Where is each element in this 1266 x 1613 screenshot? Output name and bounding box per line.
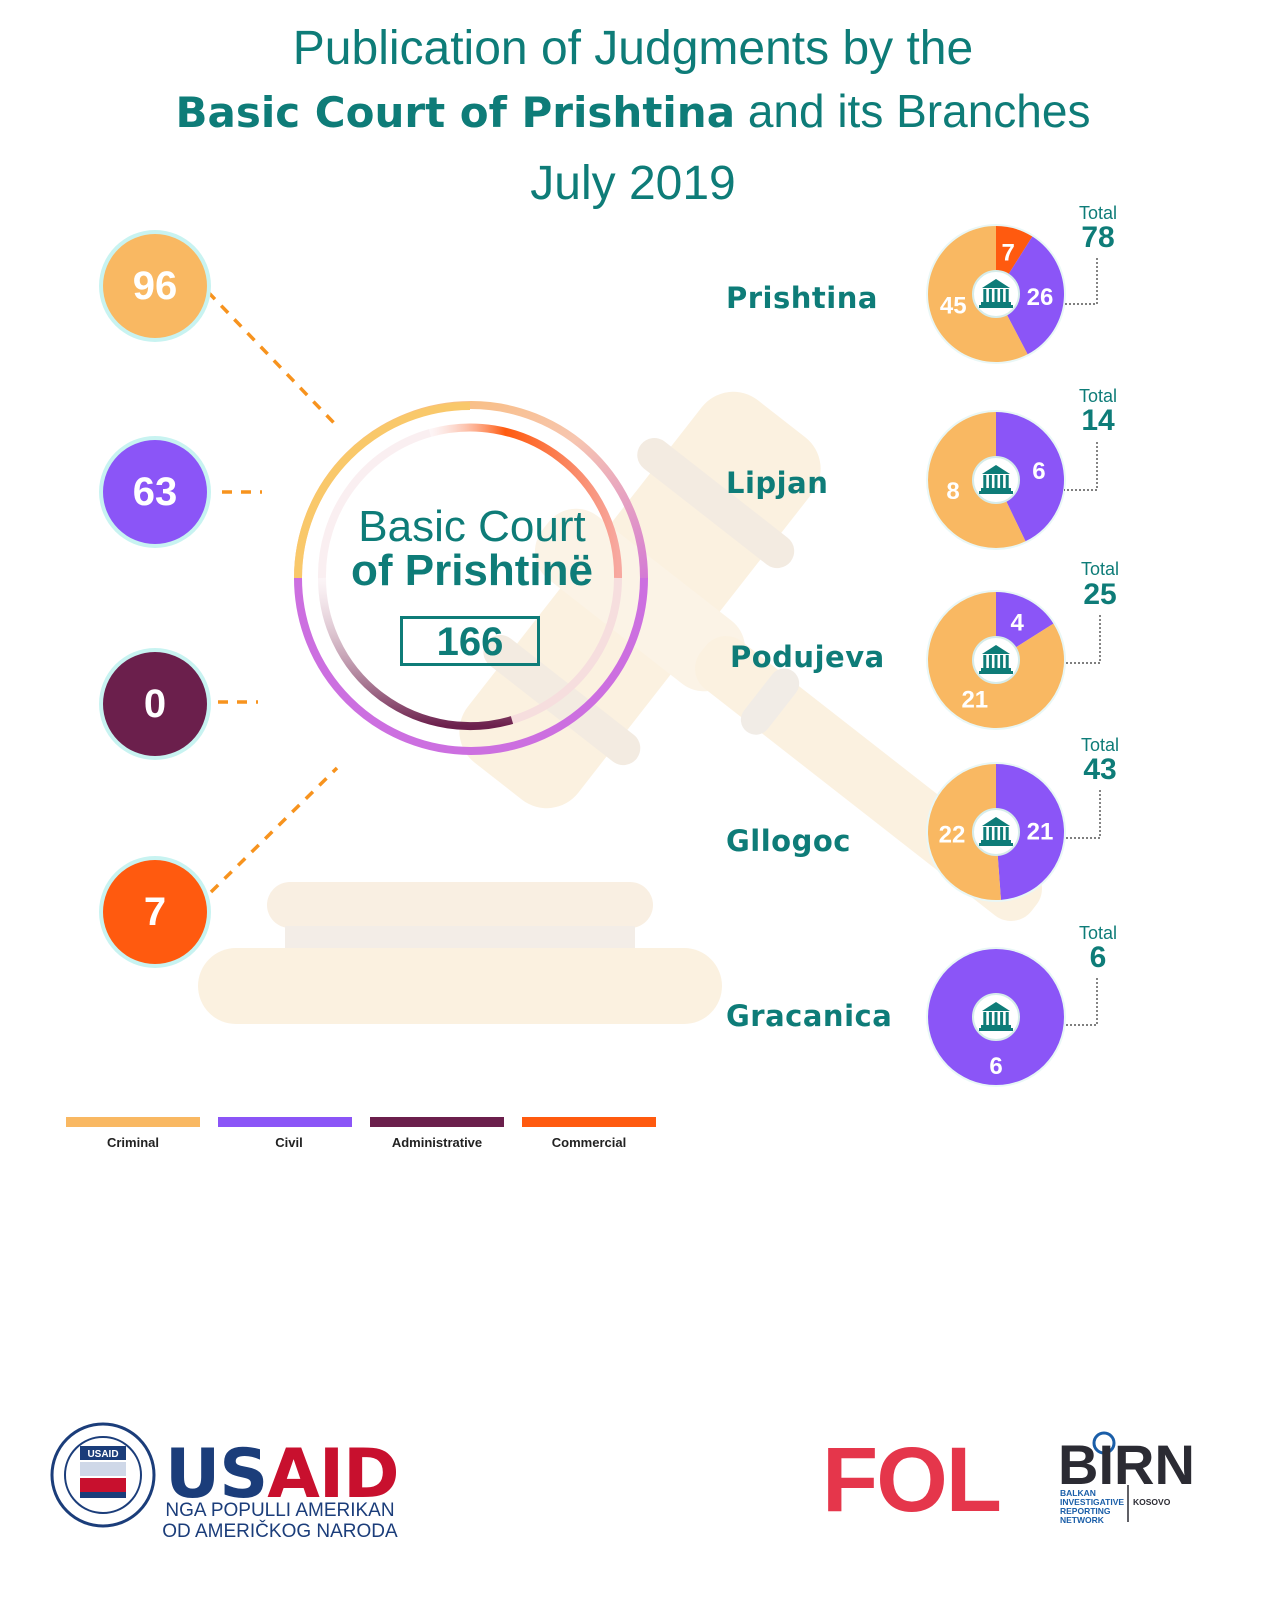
usaid-logo: USAID: [165, 1435, 400, 1514]
title-branches: and its Branches: [747, 85, 1091, 137]
birn-subtitle-1: BALKAN: [1060, 1488, 1096, 1498]
pie-label-gllogoc-criminal: 22: [939, 822, 966, 849]
total-value-podujeva: 25: [1083, 578, 1117, 611]
total-value-lipjan: 14: [1081, 404, 1115, 437]
total-value-gracanica: 6: [1089, 941, 1107, 974]
criminal-total-bubble: 96: [103, 234, 207, 338]
usaid-logo-us: US: [165, 1435, 268, 1514]
branch-name-gracanica: Gracanica: [726, 999, 893, 1033]
total-callouts: [1064, 258, 1101, 1026]
birn-logo: BIRN: [1058, 1433, 1195, 1496]
branch-name-prishtina: Prishtina: [726, 281, 878, 315]
pie-gracanica: 6: [926, 947, 1066, 1087]
legend-label-civil: Civil: [275, 1135, 303, 1150]
legend-label-commercial: Commercial: [551, 1135, 627, 1150]
administrative-total-bubble: 0: [103, 652, 207, 756]
courthouse-icon: [979, 465, 1013, 494]
pie-label-gracanica-civil: 6: [989, 1053, 1002, 1080]
total-callout-lipjan: [1064, 442, 1098, 491]
total-callout-gracanica: [1064, 978, 1098, 1026]
gavel-icon: [198, 391, 1042, 1024]
total-label-gracanica: Total: [1078, 923, 1118, 943]
legend-swatch-administrative: [370, 1117, 504, 1127]
civil-total-bubble: 63: [103, 440, 207, 544]
pie-slice-prishtina-civil: [996, 236, 1064, 355]
courthouse-icon: [979, 279, 1013, 308]
total-label-prishtina: Total: [1078, 203, 1118, 223]
branch-name-podujeva: Podujeva: [730, 640, 885, 674]
pie-lipjan: 68: [926, 410, 1066, 550]
commercial-total-value: 7: [143, 889, 167, 934]
total-label-lipjan: Total: [1078, 386, 1118, 406]
center-label-line-2: of Prishtinë: [350, 546, 594, 595]
courthouse-icon: [979, 1002, 1013, 1031]
birn-region: KOSOVO: [1133, 1497, 1171, 1507]
birn-magnifier-icon: [1092, 1431, 1129, 1522]
usaid-logo-aid: AID: [267, 1435, 399, 1514]
administrative-total-value: 0: [143, 681, 167, 726]
center-total-box: 166: [400, 616, 540, 666]
title-line-2: Basic Court of Prishtina and its Branche…: [0, 80, 1266, 144]
usaid-seal-label: USAID: [87, 1449, 118, 1460]
fol-logo: FOL: [822, 1429, 1002, 1531]
bubble-connectors: [206, 290, 339, 894]
legend-swatch-commercial: [522, 1117, 656, 1127]
total-value-prishtina: 78: [1081, 221, 1115, 254]
birn-subtitle-2: INVESTIGATIVE: [1060, 1497, 1125, 1507]
pie-slice-lipjan-civil: [996, 412, 1064, 542]
civil-total-value: 63: [132, 469, 178, 514]
center-label-line-1: Basic Court: [358, 502, 586, 551]
birn-subtitle-3: REPORTING: [1060, 1506, 1111, 1516]
pie-label-prishtina-criminal: 45: [940, 293, 967, 320]
chart-title: Publication of Judgments by the Basic Co…: [0, 18, 1266, 224]
legend-label-administrative: Administrative: [391, 1135, 483, 1150]
usaid-subtitle-1: NGA POPULLI AMERIKAN: [165, 1500, 395, 1521]
legend-swatch-civil: [218, 1117, 352, 1127]
title-line-1: Publication of Judgments by the: [292, 22, 974, 75]
pie-label-prishtina-commercial: 7: [1002, 240, 1015, 267]
legend-label-criminal: Criminal: [106, 1135, 159, 1150]
inner-ring: [317, 423, 623, 731]
pie-label-podujeva-criminal: 21: [961, 687, 988, 714]
pie-label-gllogoc-civil: 21: [1027, 818, 1054, 845]
pie-podujeva: 4 21: [926, 590, 1066, 730]
pie-label-podujeva-civil: 4: [1011, 609, 1025, 636]
branch-name-lipjan: Lipjan: [726, 466, 829, 500]
criminal-total-value: 96: [132, 263, 178, 308]
outer-ring: [294, 401, 648, 755]
pie-slice-gllogoc-civil: [996, 764, 1065, 900]
title-date: July 2019: [530, 157, 736, 210]
total-callout-podujeva: [1064, 615, 1101, 664]
courthouse-icon: [979, 817, 1013, 846]
pie-label-prishtina-civil: 26: [1027, 284, 1054, 311]
birn-subtitle-4: NETWORK: [1060, 1515, 1104, 1525]
usaid-subtitle-2: OD AMERIČKOG NARODA: [162, 1521, 398, 1542]
pie-slice-gllogoc-criminal: [928, 764, 1001, 900]
pie-prishtina: 7 26 45: [926, 224, 1066, 364]
total-callout-gllogoc: [1064, 790, 1101, 839]
total-callout-prishtina: [1064, 258, 1098, 305]
total-label-podujeva: Total: [1080, 559, 1120, 579]
title-court-name: Basic Court of Prishtina: [175, 88, 736, 137]
legend-swatch-criminal: [66, 1117, 200, 1127]
pie-label-lipjan-civil: 6: [1032, 458, 1045, 485]
pie-gllogoc: 21 22: [926, 762, 1066, 902]
pie-label-lipjan-criminal: 8: [946, 478, 959, 505]
total-label-gllogoc: Total: [1080, 735, 1120, 755]
center-label: Basic Court of Prishtinë: [322, 505, 622, 593]
total-value-gllogoc: 43: [1083, 753, 1117, 786]
usaid-seal-icon: USAID: [50, 1422, 156, 1528]
courthouse-icon: [979, 645, 1013, 674]
branch-name-gllogoc: Gllogoc: [726, 824, 851, 858]
commercial-total-bubble: 7: [103, 860, 207, 964]
